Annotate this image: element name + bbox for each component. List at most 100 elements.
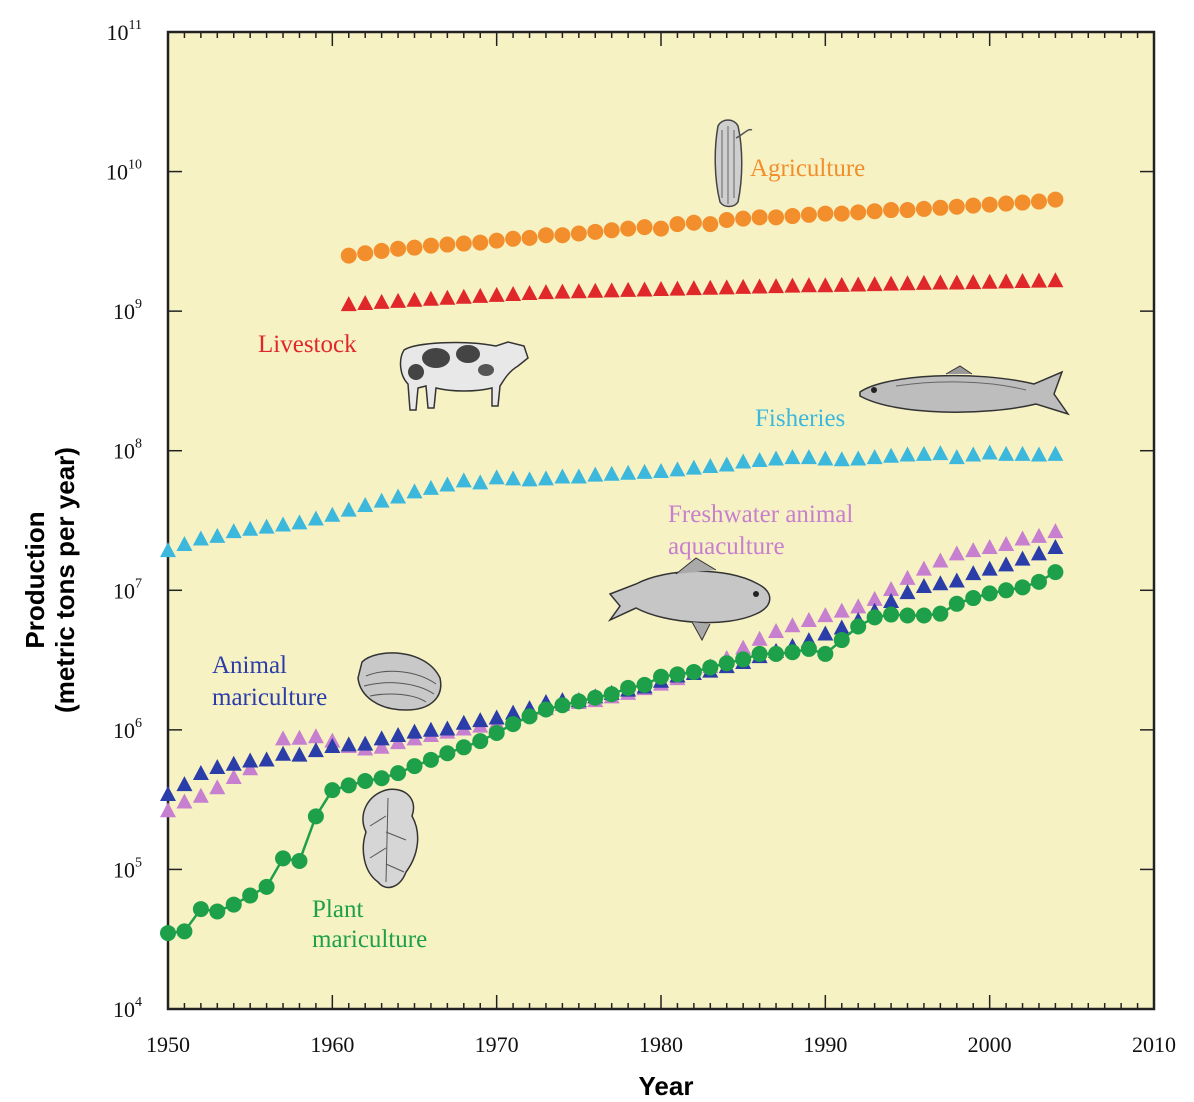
data-point (587, 466, 604, 482)
data-point (554, 227, 571, 244)
data-point (406, 758, 423, 775)
data-point (324, 737, 341, 753)
data-point (439, 236, 456, 253)
data-point (1030, 446, 1047, 462)
data-point (505, 716, 522, 733)
data-point (669, 216, 686, 233)
data-point (324, 782, 341, 799)
data-point (291, 852, 308, 869)
y-tick-label: 108 (113, 437, 142, 464)
data-point (948, 449, 965, 465)
data-point (192, 901, 209, 918)
axis-ticks (167, 31, 1155, 1010)
data-point (176, 923, 193, 940)
data-point (850, 204, 867, 221)
data-point (620, 464, 637, 480)
seaweed-icon (362, 788, 419, 889)
data-point (1014, 530, 1031, 546)
data-point (685, 663, 702, 680)
data-point (784, 277, 801, 293)
data-point (209, 759, 226, 775)
y-tick-label: 109 (113, 297, 142, 324)
data-point (603, 686, 620, 703)
cow-icon (399, 341, 529, 411)
data-point (603, 282, 620, 298)
data-point (899, 584, 916, 600)
data-point (965, 542, 982, 558)
data-point (554, 468, 571, 484)
data-point (390, 765, 407, 782)
data-point (751, 630, 768, 646)
data-point (883, 580, 900, 596)
data-point (998, 195, 1015, 212)
data-point (915, 560, 932, 576)
series-label-plant-line2: mariculture (312, 926, 427, 953)
data-point (833, 619, 850, 635)
data-point (340, 777, 357, 794)
carp-icon (607, 557, 771, 642)
data-point (833, 602, 850, 618)
data-point (981, 273, 998, 289)
data-point (636, 219, 653, 236)
data-point (866, 276, 883, 292)
data-point (915, 578, 932, 594)
data-point (192, 765, 209, 781)
data-point (1047, 272, 1064, 288)
data-point (702, 216, 719, 233)
data-point (1030, 272, 1047, 288)
data-point (817, 607, 834, 623)
y-axis-title-line2: (metric tons per year) (50, 447, 80, 713)
data-point (883, 447, 900, 463)
data-point (1047, 538, 1064, 554)
series-label-freshwater-line2: aquaculture (668, 533, 785, 560)
data-point (784, 449, 801, 465)
data-point (373, 770, 390, 787)
series-label-animal-mariculture: Animal mariculture (212, 652, 327, 711)
data-point (685, 214, 702, 231)
data-point (981, 196, 998, 213)
data-point (899, 446, 916, 462)
data-point (291, 746, 308, 762)
x-tick-label: 1970 (475, 1032, 519, 1057)
data-point (1014, 272, 1031, 288)
data-point (275, 745, 292, 761)
data-point (521, 471, 538, 487)
series-layer (160, 191, 1064, 942)
x-tick-label: 1990 (803, 1032, 847, 1057)
data-point (833, 451, 850, 467)
data-point (1030, 573, 1047, 590)
data-point (472, 733, 489, 750)
data-point (373, 293, 390, 309)
data-point (455, 714, 472, 730)
data-point (209, 903, 226, 920)
series-5 (160, 564, 1064, 942)
data-point (866, 449, 883, 465)
data-point (1030, 527, 1047, 543)
data-point (833, 205, 850, 222)
data-point (784, 208, 801, 225)
data-point (1014, 579, 1031, 596)
data-point (620, 281, 637, 297)
data-point (899, 569, 916, 585)
data-point (521, 285, 538, 301)
series-label-animal-line1: Animal (212, 652, 287, 679)
fish-icon (859, 365, 1070, 416)
data-point (225, 523, 242, 539)
data-point (176, 776, 193, 792)
data-point (1047, 191, 1064, 208)
data-point (899, 202, 916, 219)
data-point (291, 729, 308, 745)
data-point (373, 242, 390, 259)
data-point (735, 278, 752, 294)
data-point (406, 291, 423, 307)
data-point (653, 668, 669, 685)
data-point (636, 463, 653, 479)
data-point (390, 726, 407, 742)
data-point (817, 450, 834, 466)
data-point (488, 232, 505, 249)
data-point (340, 247, 357, 264)
data-point (817, 205, 834, 222)
data-point (390, 488, 407, 504)
data-point (751, 209, 768, 226)
